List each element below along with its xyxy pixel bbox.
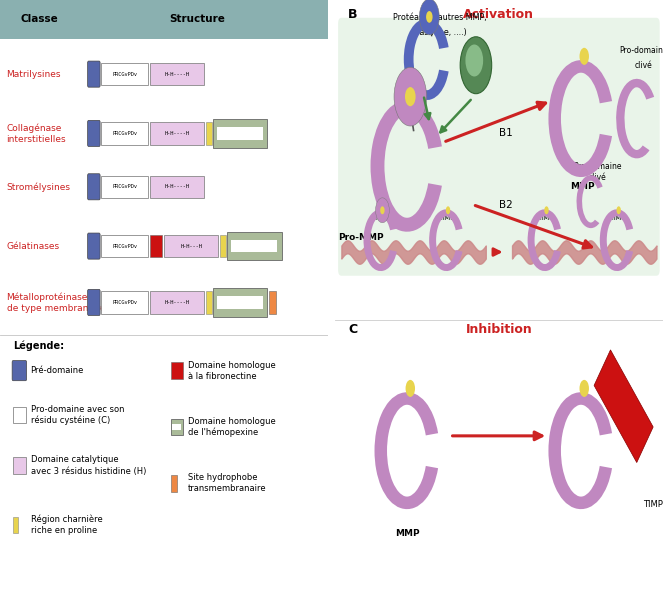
Bar [150, 291, 204, 314]
Text: Domaine homologue
de l'hémopexine: Domaine homologue de l'hémopexine [188, 417, 276, 437]
Text: Pro-MMP: Pro-MMP [338, 232, 384, 242]
Circle shape [465, 44, 483, 76]
Bar [101, 235, 149, 257]
Text: Collagénase
interstitielles: Collagénase interstitielles [7, 123, 66, 144]
Bar [269, 291, 276, 314]
Text: Pro-domaine avec son
résidu cystéine (C): Pro-domaine avec son résidu cystéine (C) [30, 405, 124, 425]
Bar [101, 176, 149, 198]
FancyBboxPatch shape [88, 289, 100, 315]
Text: Site hydrophobe
transmembranaire: Site hydrophobe transmembranaire [188, 473, 267, 493]
Bar [170, 362, 183, 379]
Text: Structure: Structure [169, 14, 225, 24]
Circle shape [426, 11, 432, 23]
Bar [150, 122, 204, 145]
Circle shape [380, 206, 385, 214]
Circle shape [460, 37, 492, 94]
Circle shape [375, 198, 389, 223]
Text: B2: B2 [499, 200, 512, 209]
Bar [13, 457, 26, 474]
Bar [101, 291, 149, 314]
FancyBboxPatch shape [88, 233, 100, 259]
Circle shape [617, 206, 621, 214]
Bar [13, 407, 26, 423]
Text: Inhibition: Inhibition [465, 323, 532, 336]
Bar [172, 423, 182, 431]
Circle shape [579, 48, 589, 65]
Text: PRCGvPDv: PRCGvPDv [112, 300, 137, 305]
Text: PRCGvPDv: PRCGvPDv [112, 131, 137, 136]
Bar [150, 235, 162, 257]
Bar [220, 235, 226, 257]
Bar [101, 122, 149, 145]
Circle shape [420, 0, 440, 35]
Text: B: B [348, 8, 357, 21]
Text: H-H----H: H-H----H [164, 131, 190, 136]
Bar [170, 475, 177, 492]
Circle shape [406, 380, 415, 397]
Text: Pré-domaine: Pré-domaine [30, 366, 84, 375]
Text: Domaine catalytique
avec 3 résidus histidine (H): Domaine catalytique avec 3 résidus histi… [30, 455, 146, 476]
Text: H-H----H: H-H----H [164, 184, 190, 189]
Bar [206, 291, 211, 314]
FancyBboxPatch shape [88, 120, 100, 146]
Circle shape [544, 206, 549, 214]
Bar [101, 63, 149, 85]
Text: MMP: MMP [394, 529, 419, 538]
Bar [227, 232, 282, 260]
Circle shape [405, 87, 416, 106]
Text: PRCGvPDv: PRCGvPDv [112, 184, 137, 189]
Bar [213, 288, 267, 317]
FancyBboxPatch shape [12, 361, 27, 381]
Text: TIMP: TIMP [643, 499, 663, 509]
Text: H-H----H: H-H----H [164, 300, 190, 305]
Circle shape [394, 67, 426, 126]
Text: H-H----H: H-H----H [164, 72, 190, 76]
Text: Gélatinases: Gélatinases [7, 241, 60, 251]
FancyBboxPatch shape [338, 18, 660, 276]
Circle shape [446, 206, 450, 214]
Text: Métalloprotéinases
de type membranaire: Métalloprotéinases de type membranaire [7, 292, 105, 313]
Bar [150, 176, 204, 198]
Text: Activation: Activation [463, 8, 534, 21]
Text: MMP: MMP [570, 182, 595, 192]
Text: TIMP: TIMP [373, 215, 389, 221]
Text: Pro-domaine: Pro-domaine [573, 161, 622, 171]
Text: TIMP: TIMP [438, 215, 455, 221]
Text: clivé: clivé [634, 60, 652, 70]
FancyBboxPatch shape [88, 61, 100, 87]
Polygon shape [594, 350, 653, 463]
Text: clivé: clivé [589, 173, 606, 183]
Text: PRCGvPDv: PRCGvPDv [112, 244, 137, 248]
Bar [231, 240, 277, 253]
Text: PRCGvPDv: PRCGvPDv [112, 72, 137, 76]
Text: Classe: Classe [21, 14, 58, 24]
Circle shape [579, 380, 589, 397]
Bar [213, 119, 267, 148]
Text: plasmine, ....): plasmine, ....) [412, 28, 467, 37]
Text: Protéases (autres MMP,: Protéases (autres MMP, [393, 13, 487, 23]
FancyBboxPatch shape [88, 174, 100, 200]
Text: TIMP: TIMP [536, 215, 553, 221]
Text: Stromélysines: Stromélysines [7, 182, 70, 192]
Bar [13, 517, 18, 533]
Text: Région charnière
riche en proline: Région charnière riche en proline [30, 515, 102, 535]
Bar [0, 0, 328, 39]
Text: B1: B1 [499, 129, 512, 138]
Text: TIMP: TIMP [609, 215, 625, 221]
Text: H-H---H: H-H---H [180, 244, 202, 248]
Bar [170, 419, 183, 435]
Bar [206, 122, 211, 145]
Bar [164, 235, 218, 257]
Text: Matrilysines: Matrilysines [7, 69, 61, 79]
Bar [217, 127, 263, 140]
Text: Pro-domaine: Pro-domaine [619, 46, 663, 55]
Bar [150, 63, 204, 85]
Text: Légende:: Légende: [13, 341, 64, 352]
Bar [217, 296, 263, 309]
Text: Domaine homologue
à la fibronectine: Domaine homologue à la fibronectine [188, 361, 276, 381]
Text: C: C [348, 323, 357, 336]
